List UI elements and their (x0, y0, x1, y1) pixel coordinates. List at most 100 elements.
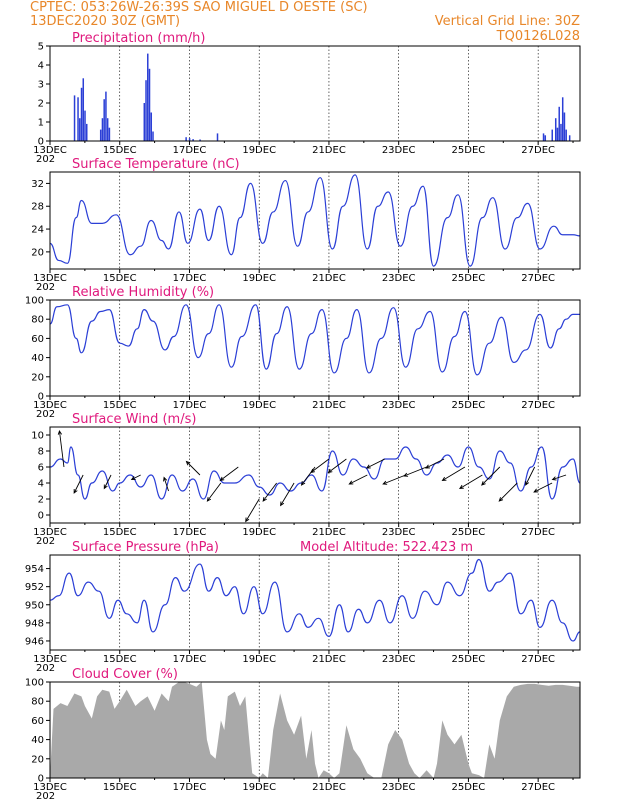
precip-bar (188, 138, 191, 141)
precip-xtick-label: 17DEC (173, 145, 207, 156)
precip-bar (185, 137, 187, 141)
precip-bar (79, 118, 81, 141)
precip-xtick-label: 27DEC (521, 145, 555, 156)
rh-xtick-label: 19DEC (242, 400, 276, 411)
wind-arrow (262, 482, 278, 502)
wind-arrow (280, 482, 295, 507)
wind-xtick-label: 19DEC (242, 527, 276, 538)
temp-xtick-label: 15DEC (103, 273, 137, 284)
precip-bar (558, 106, 560, 141)
cloud-panel: Cloud Cover (%) 0 20 40 60 80 100 13DEC 15DEC 17… (25, 667, 581, 800)
rh-ytick-label: 0 (38, 392, 44, 403)
precip-bar (542, 133, 545, 141)
rh-xtick-label: 17DEC (173, 400, 207, 411)
precip-bar (556, 127, 559, 141)
cloud-year-fragment: 202 (36, 791, 55, 800)
cloud-area (50, 682, 580, 778)
wind-arrow (327, 458, 347, 474)
precip-bar (565, 129, 567, 141)
temp-xtick-label: 23DEC (382, 273, 416, 284)
temp-ytick-label: 28 (31, 202, 44, 213)
precip-bar (216, 133, 219, 141)
wind-title: Surface Wind (m/s) (72, 412, 196, 427)
cloud-xtick-label: 25DEC (452, 782, 486, 793)
precip-ytick-label: 4 (38, 61, 44, 72)
cloud-title: Cloud Cover (%) (72, 667, 178, 682)
rh-year-fragment: 202 (36, 409, 55, 420)
cloud-ytick-label: 60 (31, 716, 44, 727)
pres-xtick-label: 27DEC (521, 654, 555, 665)
wind-arrow (481, 466, 501, 486)
pres-year-fragment: 202 (36, 663, 55, 674)
precip-ytick-label: 2 (38, 99, 44, 110)
wind-arrow (219, 466, 239, 482)
cloud-ytick-label: 40 (31, 735, 44, 746)
wind-arrow (57, 429, 65, 468)
pres-ytick-label: 948 (25, 618, 44, 629)
temp-xtick-label: 17DEC (173, 273, 207, 284)
wind-ytick-label: 4 (38, 479, 44, 490)
precip-bar (544, 135, 547, 141)
precip-xtick-label: 23DEC (382, 145, 416, 156)
wind-ytick-label: 2 (38, 495, 44, 506)
wind-arrow (382, 474, 406, 485)
wind-xtick-label: 21DEC (312, 527, 346, 538)
pres-xtick-label: 15DEC (103, 654, 137, 665)
cloud-frame (49, 681, 581, 779)
pres-panel: Surface Pressure (hPa) Model Altitude: 5… (25, 540, 581, 674)
rh-xtick-label: 21DEC (312, 400, 346, 411)
pres-line (49, 558, 581, 642)
wind-xtick-label: 25DEC (452, 527, 486, 538)
wind-xtick-label: 23DEC (382, 527, 416, 538)
precip-xtick-label: 21DEC (312, 145, 346, 156)
temp-ytick-label: 32 (31, 179, 44, 190)
precip-bar (99, 129, 102, 141)
precip-bar (199, 139, 201, 141)
cloud-xtick-label: 13DEC (33, 782, 67, 793)
temp-xtick-label: 25DEC (452, 273, 486, 284)
wind-arrow (348, 474, 368, 485)
precip-bar (80, 87, 83, 141)
header-location: CPTEC: 053:26W-26:39S SAO MIGUEL D OESTE… (30, 0, 368, 15)
header-code: TQ0126L028 (496, 29, 580, 44)
temp-line (49, 174, 581, 267)
rh-ytick-label: 40 (31, 353, 44, 364)
pres-ytick-label: 954 (25, 564, 44, 575)
pres-annotation: Model Altitude: 522.423 m (300, 540, 473, 555)
precip-bar (147, 53, 149, 141)
precip-bar (108, 127, 111, 141)
temp-xtick-label: 19DEC (242, 273, 276, 284)
precip-bar (560, 123, 562, 141)
pres-xtick-label: 19DEC (242, 654, 276, 665)
cloud-xtick-label: 27DEC (521, 782, 555, 793)
wind-arrow (425, 458, 445, 469)
temp-ytick-label: 24 (31, 225, 44, 236)
temp-xtick-label: 21DEC (312, 273, 346, 284)
rh-xtick-label: 25DEC (452, 400, 486, 411)
precip-bar (82, 78, 85, 141)
temp-title: Surface Temperature (nC) (72, 157, 240, 172)
precip-bar (568, 135, 571, 141)
cloud-xtick-label: 15DEC (103, 782, 137, 793)
rh-xtick-label: 13DEC (33, 400, 67, 411)
precip-bar (101, 118, 104, 141)
precip-panel: Precipitation (mm/h) 0 1 2 3 4 5 13DEC 15DEC 17D… (33, 31, 581, 165)
temp-panel: Surface Temperature (nC) 20 24 28 32 13DEC 15… (31, 157, 581, 293)
wind-ytick-label: 10 (31, 431, 44, 442)
wind-arrow (310, 458, 330, 474)
pres-ytick-label: 950 (25, 600, 44, 611)
rh-xtick-label: 15DEC (103, 400, 137, 411)
rh-xtick-label: 27DEC (521, 400, 555, 411)
precip-bar (554, 118, 557, 141)
wind-arrow (365, 458, 385, 469)
rh-frame (49, 299, 581, 397)
precip-xtick-label: 13DEC (33, 145, 67, 156)
pres-title: Surface Pressure (hPa) (72, 540, 219, 555)
cloud-ytick-label: 0 (38, 774, 44, 785)
cloud-ytick-label: 100 (25, 678, 44, 689)
rh-panel: Relative Humidity (%) 0 20 40 60 80 100 13DEC 1… (25, 285, 581, 420)
wind-arrow (441, 466, 466, 482)
precip-bar (84, 110, 86, 141)
precip-ytick-label: 0 (38, 137, 44, 148)
